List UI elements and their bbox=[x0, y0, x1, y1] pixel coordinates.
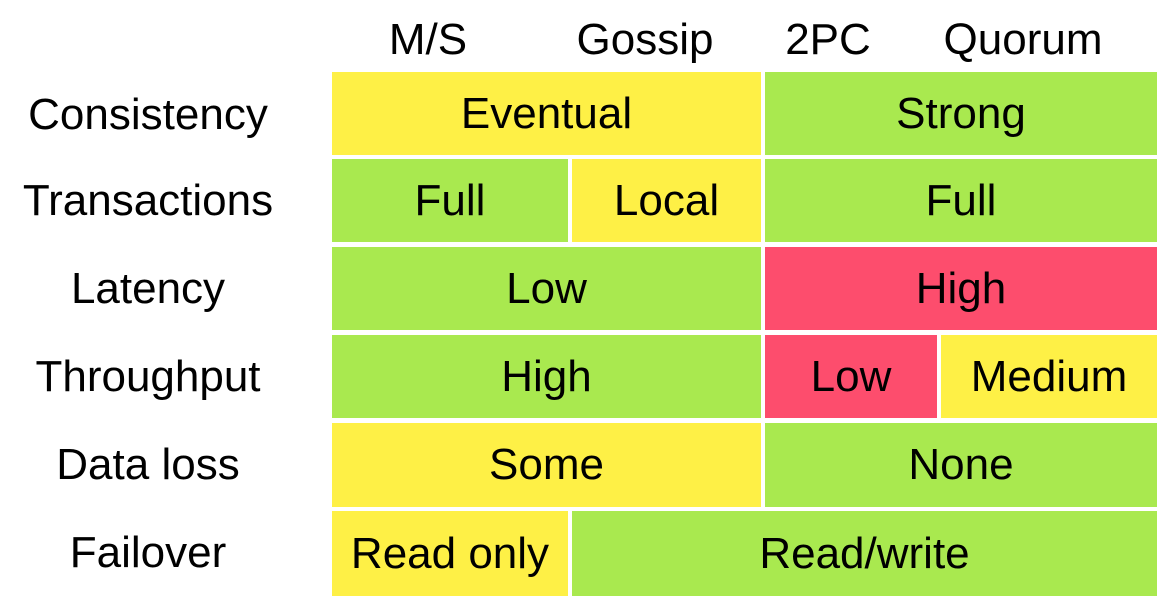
cell-throughput-medium: Medium bbox=[941, 335, 1157, 418]
row-label-consistency: Consistency bbox=[28, 90, 268, 139]
cell-data-loss-some: Some bbox=[332, 423, 761, 507]
cell-data-loss-none: None bbox=[765, 423, 1157, 507]
column-header-gossip: Gossip bbox=[576, 15, 714, 64]
column-header-quorum: Quorum bbox=[943, 15, 1103, 64]
cell-failover-read-write: Read/write bbox=[572, 511, 1157, 596]
cell-transactions-local: Local bbox=[572, 159, 761, 242]
cell-latency-low: Low bbox=[332, 247, 761, 330]
cell-consistency-eventual: Eventual bbox=[332, 72, 761, 155]
row-label-failover: Failover bbox=[69, 528, 227, 577]
cell-throughput-high: High bbox=[332, 335, 761, 418]
row-label-latency: Latency bbox=[70, 264, 226, 313]
cell-throughput-low: Low bbox=[765, 335, 937, 418]
row-label-throughput: Throughput bbox=[35, 352, 261, 401]
column-header-ms: M/S bbox=[388, 15, 468, 64]
cell-transactions-full-ms: Full bbox=[332, 159, 568, 242]
cell-transactions-full-2pc-quorum: Full bbox=[765, 159, 1157, 242]
row-label-data-loss: Data loss bbox=[56, 440, 240, 489]
column-header-2pc: 2PC bbox=[785, 15, 871, 64]
row-label-transactions: Transactions bbox=[22, 176, 274, 225]
cell-failover-read-only: Read only bbox=[332, 511, 568, 596]
cell-latency-high: High bbox=[765, 247, 1157, 330]
cell-consistency-strong: Strong bbox=[765, 72, 1157, 155]
